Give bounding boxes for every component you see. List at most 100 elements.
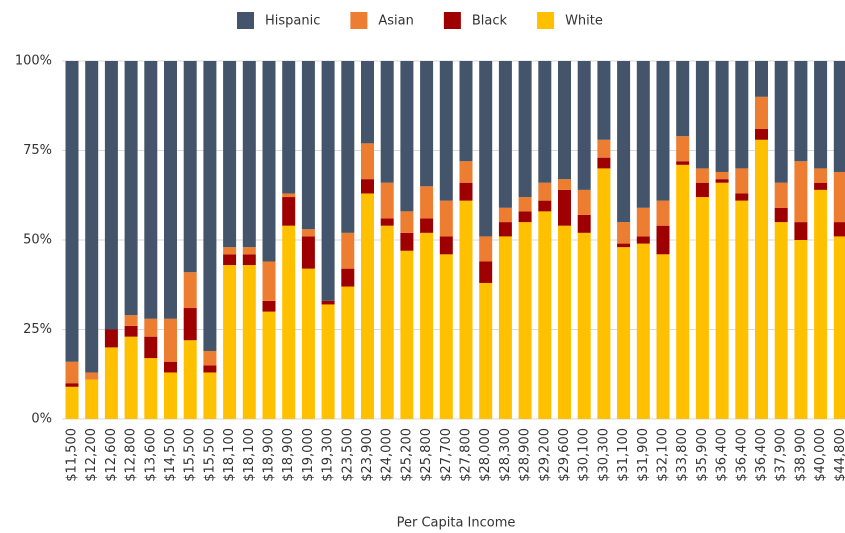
bar-segment (321, 61, 335, 301)
x-tick-label: $44,800 (833, 428, 845, 482)
bar-segment (558, 61, 571, 180)
x-tick-label: $30,100 (577, 428, 592, 482)
bar-segment (755, 139, 768, 419)
x-tick-label: $33,800 (675, 428, 690, 482)
legend-label: Black (472, 14, 508, 29)
bar-segment (282, 193, 296, 198)
bar-segment (498, 207, 512, 223)
bar-segment (144, 318, 158, 337)
bar-segment (735, 168, 749, 194)
bar-segment (695, 197, 709, 419)
bar-segment (636, 243, 650, 419)
x-tick-label: $12,800 (124, 428, 139, 482)
x-tick-label: $12,600 (104, 428, 119, 482)
bar-segment (223, 61, 237, 248)
x-tick-label: $11,500 (65, 428, 80, 482)
bar-segment (735, 193, 749, 201)
legend-label: Asian (378, 14, 413, 29)
bar-segment (124, 61, 138, 316)
x-tick-label: $27,800 (459, 428, 474, 482)
bar-segment (695, 182, 709, 198)
bar-segment (420, 218, 434, 233)
x-tick-label: $18,100 (222, 428, 237, 482)
bar-segment (439, 61, 453, 201)
bar-segment (400, 61, 414, 212)
x-tick-label: $18,900 (262, 428, 277, 482)
bar-segment (676, 136, 690, 162)
bar-segment (164, 61, 177, 319)
bar-segment (715, 171, 729, 180)
bar-segment (183, 272, 197, 309)
bar-segment (380, 182, 394, 219)
bar-segment (755, 96, 768, 130)
bar-segment (735, 200, 749, 419)
legend-label: Hispanic (265, 14, 320, 29)
bar-segment (144, 336, 158, 359)
bar-segment (518, 211, 532, 223)
bar-segment (755, 61, 768, 97)
y-tick-label: 25% (23, 322, 52, 337)
bar-segment (597, 168, 611, 419)
bar-segment (164, 318, 177, 362)
bar-segment (144, 61, 158, 319)
bar-segment (577, 61, 591, 190)
legend-swatch (350, 12, 368, 29)
bar-segment (558, 179, 571, 190)
bar-segment (223, 265, 237, 419)
bar-segment (479, 236, 493, 262)
bar-segment (577, 189, 591, 215)
bar-segment (656, 61, 670, 201)
bar-segment (341, 268, 355, 287)
bar-segment (420, 232, 434, 419)
y-tick-label: 100% (15, 54, 52, 69)
bar-segment (223, 254, 237, 266)
bar-segment (65, 361, 79, 384)
x-tick-label: $30,300 (596, 428, 611, 482)
x-tick-label: $29,200 (537, 428, 552, 482)
bar-segment (774, 207, 788, 223)
x-tick-label: $31,900 (636, 428, 651, 482)
bar-segment (341, 61, 355, 233)
bar-segment (794, 161, 808, 223)
bar-segment (577, 214, 591, 233)
bar-segment (833, 222, 845, 237)
x-tick-label: $32,100 (656, 428, 671, 482)
bar-segment (400, 250, 414, 419)
bar-segment (203, 61, 217, 351)
bar-segment (833, 61, 845, 172)
bar-segment (538, 61, 552, 183)
bar-segment (498, 61, 512, 208)
x-tick-label: $28,900 (518, 428, 533, 482)
bar-segment (617, 222, 631, 244)
bar-segment (498, 222, 512, 237)
bar-segment (262, 61, 276, 262)
bar-segment (282, 61, 296, 194)
bar-segment (400, 211, 414, 233)
y-tick-label: 0% (31, 412, 52, 427)
bar-segment (558, 225, 571, 419)
bar-segment (183, 308, 197, 341)
bar-segment (774, 61, 788, 183)
bar-segment (183, 340, 197, 419)
bar-segment (400, 232, 414, 251)
bar-segment (774, 222, 788, 419)
bar-segment (617, 247, 631, 419)
x-tick-label: $36,400 (734, 428, 749, 482)
x-tick-label: $28,300 (498, 428, 513, 482)
bar-segment (814, 61, 828, 169)
bar-segment (459, 61, 473, 162)
bar-segment (636, 61, 650, 208)
x-tick-label: $15,500 (202, 428, 217, 482)
x-tick-label: $25,200 (399, 428, 414, 482)
bar-segment (833, 171, 845, 223)
x-tick-label: $19,300 (321, 428, 336, 482)
bar-segment (85, 61, 99, 373)
legend-swatch (237, 12, 254, 29)
bar-segment (439, 254, 453, 419)
bar-segment (479, 61, 493, 237)
bar-segment (242, 254, 256, 266)
bar-segment (104, 61, 118, 330)
bar-segment (479, 282, 493, 419)
bar-segment (164, 361, 177, 373)
bar-segment (420, 186, 434, 219)
